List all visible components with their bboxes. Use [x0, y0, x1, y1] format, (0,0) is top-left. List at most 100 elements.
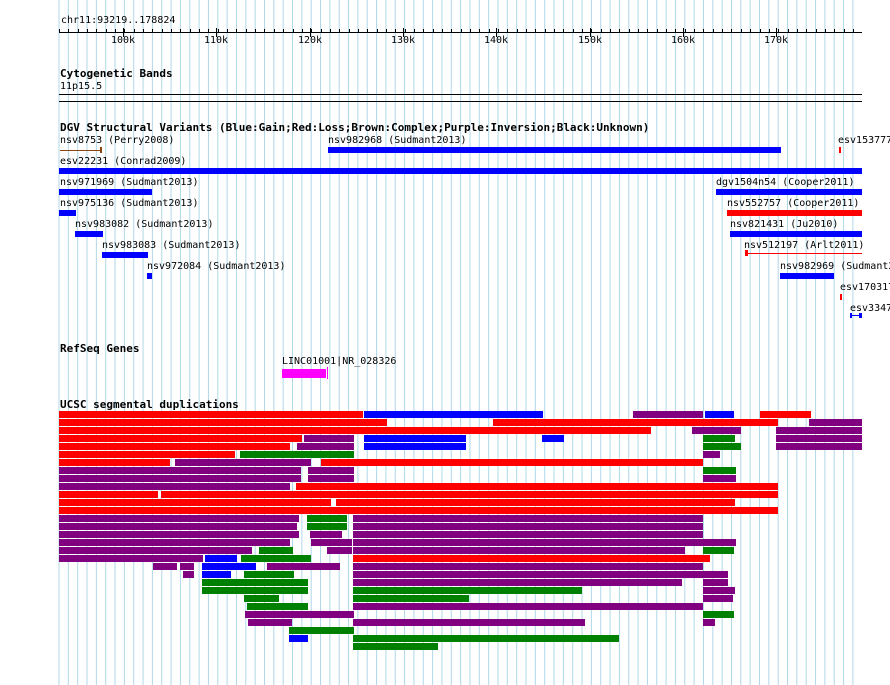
dgv-feature[interactable]	[850, 315, 862, 316]
dgv-feature[interactable]	[745, 250, 748, 256]
segdup-feature[interactable]	[703, 587, 735, 594]
segdup-feature[interactable]	[364, 411, 543, 418]
segdup-feature[interactable]	[353, 587, 582, 594]
dgv-label[interactable]: esv22231 (Conrad2009)	[60, 156, 187, 167]
segdup-feature[interactable]	[59, 523, 297, 530]
dgv-label[interactable]: nsv972084 (Sudmant2013)	[147, 261, 286, 272]
dgv-feature[interactable]	[716, 189, 862, 195]
segdup-feature[interactable]	[59, 459, 170, 466]
dgv-label[interactable]: nsv8753 (Perry2008)	[60, 135, 175, 146]
segdup-feature[interactable]	[542, 435, 564, 442]
segdup-feature[interactable]	[59, 435, 302, 442]
segdup-feature[interactable]	[297, 443, 354, 450]
segdup-feature[interactable]	[353, 643, 438, 650]
segdup-feature[interactable]	[353, 547, 685, 554]
segdup-feature[interactable]	[703, 571, 728, 578]
segdup-feature[interactable]	[202, 563, 256, 570]
segdup-feature[interactable]	[161, 491, 778, 498]
segdup-feature[interactable]	[776, 435, 862, 442]
segdup-feature[interactable]	[59, 515, 299, 522]
segdup-feature[interactable]	[59, 539, 290, 546]
dgv-label[interactable]: nsv975136 (Sudmant2013)	[60, 198, 199, 209]
segdup-feature[interactable]	[59, 443, 290, 450]
dgv-label[interactable]: esv3347	[850, 303, 890, 314]
segdup-feature[interactable]	[703, 611, 734, 618]
segdup-feature[interactable]	[353, 635, 619, 642]
segdup-feature[interactable]	[776, 443, 862, 450]
segdup-feature[interactable]	[705, 411, 734, 418]
segdup-feature[interactable]	[633, 411, 703, 418]
dgv-label[interactable]: nsv552757 (Cooper2011)	[727, 198, 860, 209]
segdup-feature[interactable]	[241, 555, 311, 562]
segdup-feature[interactable]	[180, 563, 194, 570]
segdup-feature[interactable]	[327, 547, 352, 554]
segdup-feature[interactable]	[336, 499, 735, 506]
dgv-feature[interactable]	[850, 313, 852, 318]
dgv-label[interactable]: nsv821431 (Ju2010)	[730, 219, 839, 230]
segdup-feature[interactable]	[364, 443, 466, 450]
segdup-feature[interactable]	[248, 619, 292, 626]
segdup-feature[interactable]	[59, 419, 387, 426]
segdup-feature[interactable]	[175, 459, 311, 466]
segdup-feature[interactable]	[304, 435, 354, 442]
segdup-feature[interactable]	[307, 515, 347, 522]
gene-feature[interactable]	[282, 369, 326, 378]
segdup-feature[interactable]	[353, 579, 682, 586]
segdup-feature[interactable]	[703, 435, 735, 442]
segdup-feature[interactable]	[244, 571, 294, 578]
segdup-feature[interactable]	[703, 443, 741, 450]
segdup-feature[interactable]	[240, 451, 354, 458]
gene-label[interactable]: LINC01001|NR_028326	[282, 356, 397, 367]
dgv-feature[interactable]	[727, 210, 862, 216]
segdup-feature[interactable]	[202, 571, 231, 578]
dgv-feature[interactable]	[75, 231, 103, 237]
segdup-feature[interactable]	[202, 579, 308, 586]
dgv-feature[interactable]	[780, 273, 834, 279]
segdup-feature[interactable]	[59, 483, 290, 490]
segdup-feature[interactable]	[353, 515, 703, 522]
segdup-feature[interactable]	[153, 563, 177, 570]
dgv-label[interactable]: esv1537774	[838, 135, 890, 146]
segdup-feature[interactable]	[364, 435, 466, 442]
segdup-feature[interactable]	[267, 563, 340, 570]
dgv-feature[interactable]	[730, 231, 862, 237]
segdup-feature[interactable]	[59, 427, 651, 434]
segdup-feature[interactable]	[296, 483, 778, 490]
dgv-label[interactable]: dgv1504n54 (Cooper2011)	[716, 177, 855, 188]
segdup-feature[interactable]	[493, 419, 778, 426]
segdup-feature[interactable]	[353, 595, 469, 602]
dgv-feature[interactable]	[100, 147, 102, 153]
segdup-feature[interactable]	[59, 547, 252, 554]
segdup-feature[interactable]	[703, 547, 734, 554]
track-title-segdup[interactable]: UCSC segmental duplications	[60, 398, 239, 411]
segdup-feature[interactable]	[353, 555, 710, 562]
dgv-feature[interactable]	[60, 150, 102, 151]
segdup-feature[interactable]	[205, 555, 237, 562]
segdup-feature[interactable]	[353, 571, 703, 578]
segdup-feature[interactable]	[703, 451, 720, 458]
segdup-feature[interactable]	[692, 427, 741, 434]
dgv-feature[interactable]	[59, 189, 152, 195]
segdup-feature[interactable]	[59, 531, 299, 538]
segdup-feature[interactable]	[59, 507, 778, 514]
segdup-feature[interactable]	[353, 523, 703, 530]
segdup-feature[interactable]	[353, 603, 703, 610]
dgv-feature[interactable]	[59, 168, 862, 174]
segdup-feature[interactable]	[321, 459, 703, 466]
dgv-feature[interactable]	[745, 253, 862, 254]
segdup-feature[interactable]	[59, 499, 331, 506]
dgv-feature[interactable]	[859, 313, 862, 318]
segdup-feature[interactable]	[308, 475, 354, 482]
segdup-feature[interactable]	[353, 531, 703, 538]
segdup-feature[interactable]	[703, 619, 715, 626]
track-title-refseq[interactable]: RefSeq Genes	[60, 342, 140, 355]
segdup-feature[interactable]	[703, 539, 736, 546]
dgv-feature[interactable]	[328, 147, 781, 153]
segdup-feature[interactable]	[776, 427, 862, 434]
dgv-feature[interactable]	[147, 273, 152, 279]
track-title-dgv[interactable]: DGV Structural Variants (Blue:Gain;Red:L…	[60, 121, 650, 134]
segdup-feature[interactable]	[809, 419, 862, 426]
segdup-feature[interactable]	[703, 467, 736, 474]
segdup-feature[interactable]	[703, 475, 736, 482]
segdup-feature[interactable]	[247, 603, 308, 610]
